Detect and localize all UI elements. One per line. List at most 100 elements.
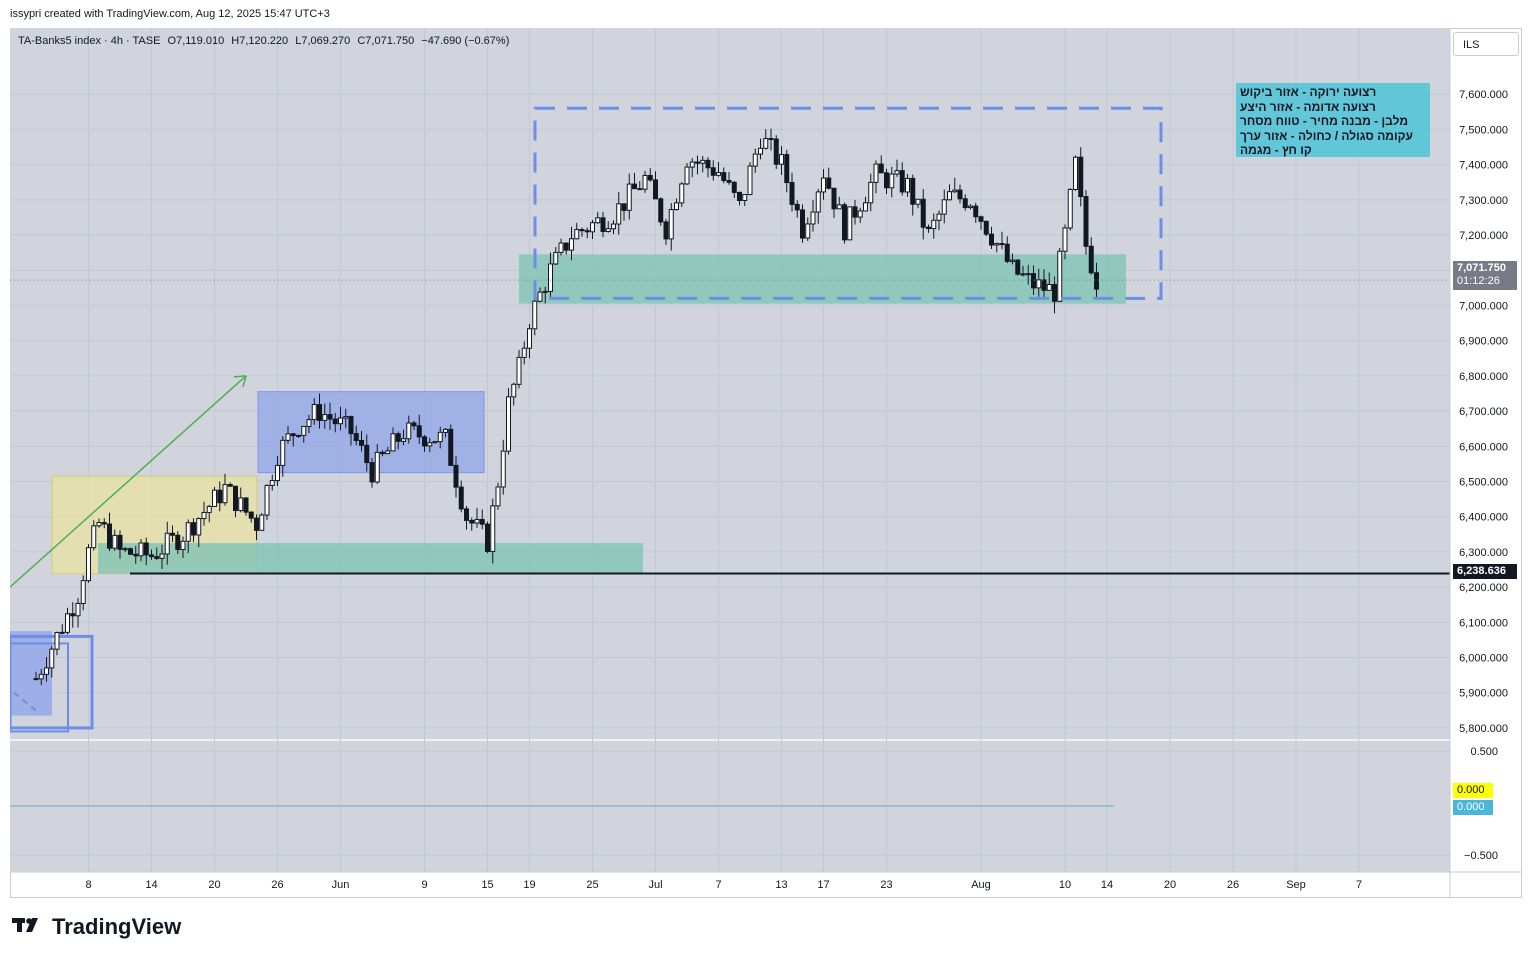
x-tick-label: Jun (332, 879, 350, 891)
candle-body (464, 508, 469, 521)
candle-body (1083, 196, 1089, 247)
candle-body (217, 489, 223, 504)
x-tick-label: 7 (1356, 879, 1362, 891)
candle-body (842, 204, 847, 241)
candle-body (521, 347, 527, 358)
chart-header-text: issypri created with TradingView.com, Au… (10, 8, 330, 20)
candle-body (710, 167, 716, 176)
x-tick-label: 9 (421, 879, 427, 891)
candle-body (1057, 250, 1063, 302)
candle-body (962, 198, 968, 209)
x-tick-label: 23 (880, 879, 892, 891)
candle-body (385, 450, 391, 455)
x-tick-label: 10 (1059, 879, 1071, 891)
candle-body (763, 138, 769, 149)
x-tick-label: 25 (586, 879, 598, 891)
candle-body (154, 556, 160, 559)
candle-body (674, 202, 679, 211)
price-chart[interactable]: 8 14 20 26 Jun 9 15 19 25 Jul 7 13 17 23 Aug 10 14 20 26 Se… (10, 28, 1522, 898)
candle-body (647, 174, 653, 181)
candle-body (369, 462, 375, 483)
last-price-value: 7,071.750 (1457, 262, 1506, 274)
tradingview-brand[interactable]: TradingView (12, 914, 181, 940)
x-tick-label: 17 (817, 879, 829, 891)
indicator-tick-label: 0.500 (1470, 746, 1498, 758)
candle-body (868, 181, 874, 204)
candle-body (1078, 156, 1084, 198)
candle-body (1062, 227, 1068, 252)
note-line: מלבן - מבנה מחיר - טווח מסחר (1240, 114, 1409, 128)
candle-body (332, 418, 338, 425)
candle-body (1088, 245, 1094, 274)
legend-open: O7,119.010 (167, 35, 225, 47)
candle-body (1036, 279, 1042, 289)
candle-body (374, 451, 380, 483)
y-tick-label: 6,500.000 (1459, 476, 1508, 488)
candle-body (569, 238, 574, 251)
candle-body (49, 648, 55, 669)
y-tick-label: 6,600.000 (1459, 441, 1508, 453)
candle-body (731, 181, 737, 193)
candle-body (758, 147, 763, 155)
candle-body (338, 417, 343, 425)
candle-body (590, 222, 595, 233)
x-tick-label: 26 (1227, 879, 1239, 891)
candle-body (695, 161, 700, 164)
candle-body (59, 631, 65, 634)
candle-body (327, 414, 333, 420)
candle-body (317, 404, 322, 421)
candle-body (1025, 273, 1031, 276)
candle-body (747, 165, 753, 196)
y-tick-label: 6,300.000 (1459, 547, 1508, 559)
candle-body (689, 161, 695, 168)
candle-body (227, 484, 233, 487)
y-tick-label: 5,900.000 (1459, 688, 1508, 700)
candle-body (857, 210, 863, 218)
candle-body (1010, 259, 1015, 262)
x-tick-label: 20 (1164, 879, 1176, 891)
candle-body (663, 221, 669, 240)
candle-body (233, 485, 238, 512)
candle-body (600, 217, 606, 232)
x-tick-label: 13 (775, 879, 787, 891)
candle-body (989, 233, 994, 246)
candle-body (611, 223, 616, 230)
candle-body (117, 534, 123, 550)
candle-body (642, 174, 648, 190)
candle-body (894, 170, 900, 175)
candle-body (448, 428, 454, 466)
note-line: קו חץ - מגמה (1240, 143, 1312, 157)
candle-body (443, 428, 448, 433)
candle-body (863, 202, 868, 212)
candle-body (128, 548, 133, 555)
candle-body (931, 219, 937, 230)
candle-body (941, 199, 947, 215)
candle-body (44, 667, 49, 675)
candle-body (143, 542, 149, 556)
brand-name: TradingView (52, 914, 182, 939)
candle-body (96, 522, 102, 527)
candle-body (411, 422, 417, 427)
candle-body (91, 525, 97, 549)
candle-body (548, 263, 553, 292)
candle-body (101, 522, 107, 525)
x-tick-label: 14 (1101, 879, 1113, 891)
candle-body (847, 206, 853, 241)
plot-background (10, 28, 1450, 872)
y-tick-label: 7,200.000 (1459, 230, 1508, 242)
candle-body (159, 553, 165, 559)
candle-body (112, 534, 118, 549)
candle-body (191, 522, 196, 536)
currency-button[interactable]: ILS (1453, 32, 1519, 56)
candle-body (800, 209, 805, 239)
y-tick-label: 7,500.000 (1459, 124, 1508, 136)
candle-body (170, 532, 175, 536)
candle-body (290, 433, 296, 437)
candle-body (395, 433, 401, 442)
candle-body (553, 251, 559, 265)
candle-body (1004, 243, 1010, 262)
candle-body (180, 540, 186, 551)
candle-body (1052, 284, 1057, 302)
trend-arrow-head (233, 375, 247, 388)
zones (10, 254, 1126, 733)
